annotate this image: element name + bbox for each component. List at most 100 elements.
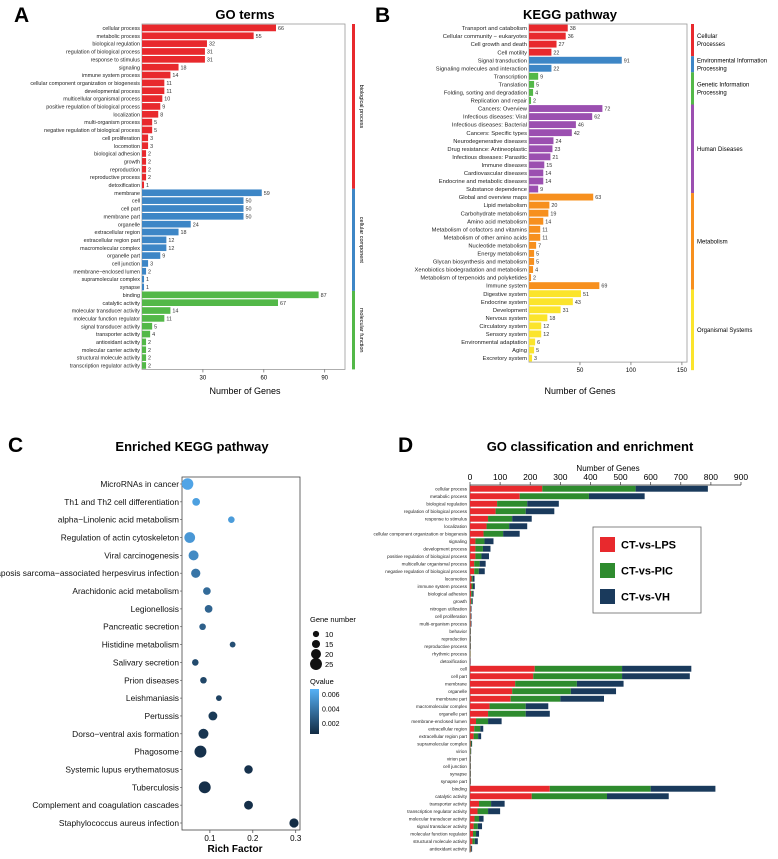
panel-a-value: 2	[148, 167, 151, 173]
panel-a-value: 50	[246, 214, 252, 220]
panel-d-bar-vh	[479, 815, 484, 822]
panel-a-value: 67	[280, 301, 286, 307]
panel-d-bar-vh	[491, 800, 505, 807]
panel-d-term: locomotion	[445, 576, 468, 581]
panel-a-term: molecular carrier activity	[82, 348, 140, 354]
panel-a-value: 1	[146, 285, 149, 291]
panel-c-pathway-label: Dorso−ventral axis formation	[72, 729, 179, 739]
panel-d-bar-pic	[519, 493, 589, 500]
panel-b-value: 4	[535, 268, 538, 274]
panel-b-term: Immune system	[486, 284, 527, 290]
panel-d-term: extracellular region	[428, 726, 467, 731]
panel-c-letter: C	[8, 434, 23, 457]
panel-a-bar	[142, 189, 262, 197]
panel-d-bar-vh	[471, 598, 473, 605]
panel-d-bar-vh	[473, 583, 475, 590]
panel-b-bar	[529, 97, 532, 104]
panel-b-bar	[529, 282, 600, 290]
panel-d-bar-lps	[470, 830, 474, 837]
panel-d-term: metabolic process	[430, 494, 468, 499]
panel-a-bar	[142, 260, 149, 267]
panel-c-dot	[191, 568, 201, 578]
panel-b-term: Aging	[512, 348, 527, 354]
panel-a-bar	[142, 40, 207, 47]
panel-a-bar	[142, 244, 167, 252]
panel-a-bar	[142, 299, 279, 306]
panel-a-bar	[142, 220, 191, 228]
panel-a-bar	[142, 197, 244, 204]
panel-d-xtick-label: 100	[493, 472, 507, 482]
panel-b-bar	[529, 217, 544, 225]
panel-c-pathway-label: Regulation of actin cytoskeleton	[61, 533, 180, 543]
panel-b-value: 11	[542, 227, 548, 233]
panel-a-value: 66	[278, 26, 284, 32]
panel-b-value: 38	[570, 26, 576, 32]
panel-d-bar-lps	[470, 568, 475, 575]
panel-b-value: 5	[536, 260, 539, 266]
panel-a-value: 11	[166, 81, 172, 87]
panel-b-group-bar	[691, 289, 694, 371]
panel-d-term: reproductive process	[424, 644, 467, 649]
panel-b-term: Cancers: Specific types	[466, 131, 527, 137]
panel-d-legend-label: CT-vs-LPS	[621, 540, 676, 552]
panel-d-bar-lps	[470, 823, 474, 830]
panel-d-bar-vh	[525, 703, 549, 710]
panel-d-bar-vh	[474, 838, 478, 845]
panel-a-term: signaling	[119, 65, 140, 71]
panel-a-value: 14	[172, 73, 178, 79]
panel-a-term: signal transducer activity	[81, 324, 140, 330]
panel-d-bar-pic	[474, 815, 480, 822]
panel-b-bar	[529, 177, 544, 185]
panel-b-bar	[529, 241, 537, 249]
panel-a-term: macromolecular complex	[80, 246, 140, 252]
panel-d-bar-lps	[470, 733, 474, 740]
panel-a-bar	[142, 307, 171, 314]
panel-d-bar-vh	[479, 560, 486, 567]
panel-b-bar	[529, 290, 581, 298]
panel-c-dot	[192, 497, 201, 506]
panel-b-bar	[529, 129, 572, 137]
panel-a-value: 8	[160, 112, 163, 118]
panel-b-term: Glycan biosynthesis and metabolism	[433, 260, 527, 266]
panel-a-value: 18	[181, 230, 187, 236]
panel-a-term: cell proliferation	[102, 136, 140, 142]
panel-a-bar	[142, 71, 171, 79]
panel-d-bar-vh	[470, 613, 472, 620]
panel-d: D GO classification and enrichment Numbe…	[374, 434, 748, 853]
panel-d-bar-vh	[478, 733, 482, 740]
panel-d-bar-pic	[476, 718, 489, 725]
panel-a-term: detoxification	[109, 183, 140, 189]
panel-d-bar-pic	[470, 845, 472, 852]
panel-d-term: synapse part	[441, 779, 468, 784]
panel-d-bar-pic	[510, 695, 561, 702]
panel-b-term: Metabolism of terpenoids and polyketides	[420, 276, 527, 282]
panel-a-bar	[142, 338, 147, 346]
panel-b-bar	[529, 105, 603, 112]
panel-b-term: Endocrine system	[481, 300, 527, 306]
panel-a-term: biological regulation	[92, 42, 140, 48]
panel-b: B KEGG pathway 38 Transport and catabolis…	[375, 4, 767, 396]
panel-a-bar	[142, 87, 165, 95]
panel-b-term: Excretory system	[483, 356, 528, 362]
panel-d-bar-lps	[470, 530, 484, 537]
panel-a-term: membrane	[114, 191, 140, 197]
panel-c-size-legend-label: 25	[325, 660, 333, 669]
panel-b-value: 72	[604, 107, 610, 113]
panel-a-bar	[142, 32, 254, 40]
panel-a-xlabel: Number of Genes	[209, 386, 281, 396]
panel-a-value: 2	[148, 152, 151, 158]
panel-b-term: Translation	[499, 82, 527, 88]
panel-d-term: organelle	[448, 689, 467, 694]
panel-d-legend-label: CT-vs-PIC	[621, 566, 673, 578]
panel-b-group-label: Processes	[697, 42, 725, 48]
panel-d-bar-lps	[470, 703, 490, 710]
panel-a-xtick-label: 60	[260, 375, 267, 381]
panel-b-xtick-label: 150	[677, 368, 688, 374]
panel-a-term: cellular component organization or bioge…	[30, 81, 140, 87]
panel-b-bar	[529, 48, 552, 56]
panel-c-frame	[181, 476, 301, 831]
panel-b-value: 42	[574, 131, 580, 137]
panel-b-term: Metabolism of cofactors and vitamins	[432, 227, 527, 233]
panel-a-group-bar	[352, 290, 355, 370]
panel-b-xtick-label: 100	[626, 368, 637, 374]
